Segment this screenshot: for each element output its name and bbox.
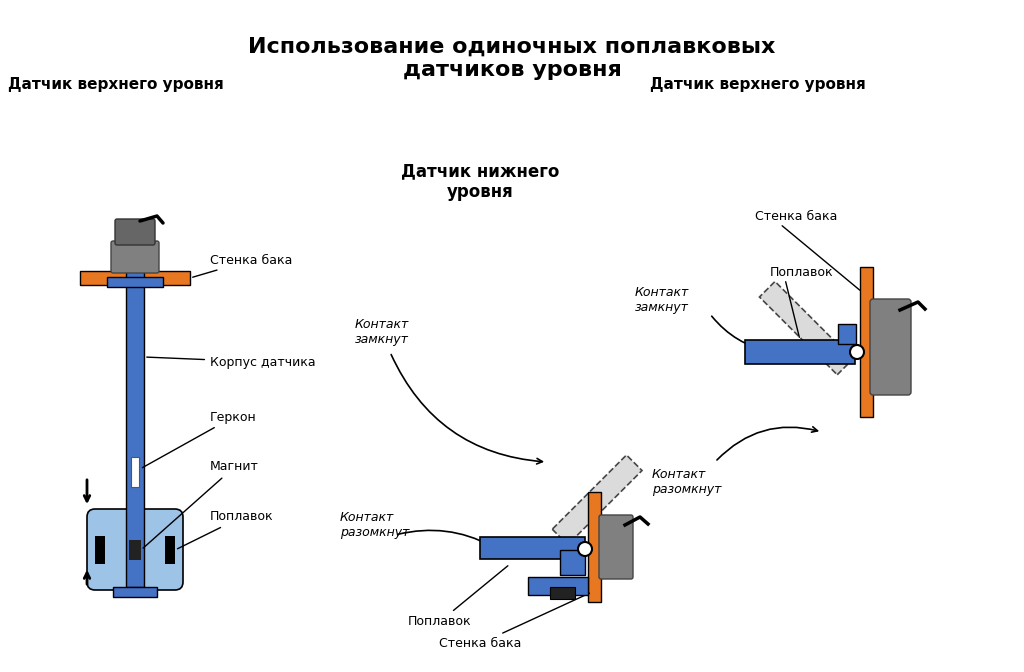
Text: Поплавок: Поплавок xyxy=(409,566,508,628)
FancyBboxPatch shape xyxy=(115,219,155,245)
FancyBboxPatch shape xyxy=(870,299,911,395)
FancyBboxPatch shape xyxy=(126,267,144,587)
Bar xyxy=(129,540,141,560)
Bar xyxy=(745,340,855,364)
FancyBboxPatch shape xyxy=(111,241,159,273)
Text: Контакт
замкнут: Контакт замкнут xyxy=(635,286,689,314)
Bar xyxy=(165,536,175,564)
Bar xyxy=(80,271,190,285)
Text: Датчик верхнего уровня: Датчик верхнего уровня xyxy=(650,77,865,92)
Text: Датчик верхнего уровня: Датчик верхнего уровня xyxy=(8,77,224,92)
Bar xyxy=(550,587,575,599)
Text: Контакт
разомкнут: Контакт разомкнут xyxy=(340,511,410,539)
Bar xyxy=(131,457,139,487)
Text: Контакт
разомкнут: Контакт разомкнут xyxy=(652,468,721,496)
Bar xyxy=(95,536,105,564)
Text: Стенка бака: Стенка бака xyxy=(439,593,590,650)
Text: Поплавок: Поплавок xyxy=(177,511,273,549)
Text: Использование одиночных поплавковых
датчиков уровня: Использование одиночных поплавковых датч… xyxy=(248,37,776,80)
Text: Поплавок: Поплавок xyxy=(770,265,834,278)
Bar xyxy=(528,577,588,595)
Text: Корпус датчика: Корпус датчика xyxy=(146,355,315,368)
FancyBboxPatch shape xyxy=(87,509,183,590)
Bar xyxy=(560,550,585,575)
Text: Контакт
замкнут: Контакт замкнут xyxy=(355,318,410,346)
Bar xyxy=(480,537,585,559)
Bar xyxy=(113,587,157,597)
Bar xyxy=(552,455,642,545)
Text: Стенка бака: Стенка бака xyxy=(193,253,293,278)
FancyBboxPatch shape xyxy=(599,515,633,579)
Text: Стенка бака: Стенка бака xyxy=(755,210,838,224)
Bar xyxy=(588,492,601,602)
Bar xyxy=(106,277,163,287)
Circle shape xyxy=(850,345,864,359)
Text: Геркон: Геркон xyxy=(142,411,257,468)
Circle shape xyxy=(578,542,592,556)
Text: Датчик нижнего
уровня: Датчик нижнего уровня xyxy=(400,162,559,201)
Bar xyxy=(760,282,853,375)
Text: Магнит: Магнит xyxy=(143,460,259,548)
Bar xyxy=(860,267,873,417)
Bar xyxy=(838,324,856,344)
